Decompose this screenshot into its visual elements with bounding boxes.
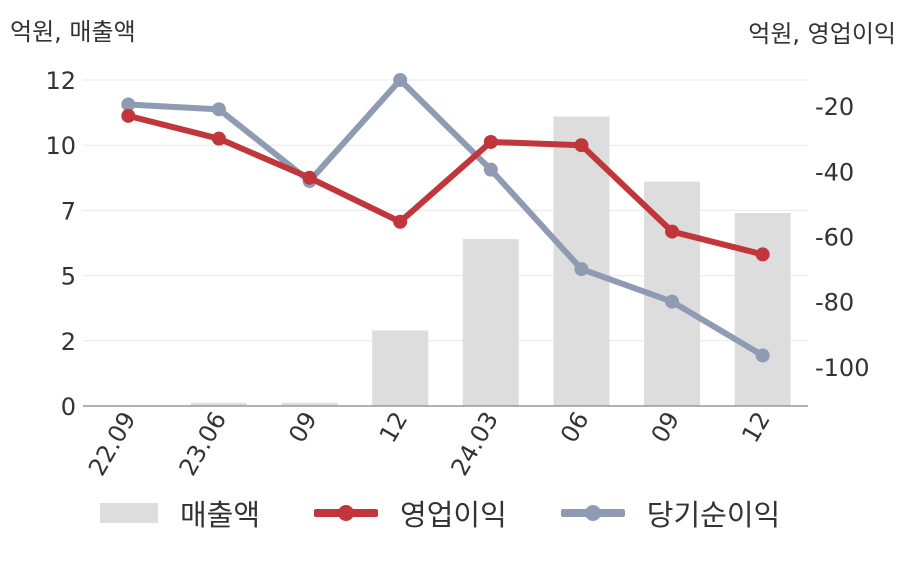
left-tick-label: 7 — [61, 197, 76, 225]
left-tick-label: 5 — [61, 263, 76, 291]
net-profit-point — [574, 262, 589, 277]
x-tick-label: 12 — [374, 407, 414, 447]
net-profit-point — [665, 294, 680, 309]
net-profit-point — [393, 73, 408, 87]
right-axis-ticks: -20 -40 -60 -80 -100 — [815, 93, 869, 382]
x-tick-label: 22.09 — [83, 407, 142, 481]
left-tick-label: 2 — [61, 328, 76, 356]
operating-profit-point — [755, 247, 770, 262]
revenue-bar — [281, 402, 338, 406]
legend-item-net-profit[interactable]: 당기순이익 — [560, 492, 781, 534]
operating-profit-point — [483, 134, 498, 149]
operating-profit-point — [665, 224, 680, 239]
x-tick-label: 12 — [736, 407, 776, 447]
net-profit-point — [211, 102, 226, 117]
left-tick-label: 0 — [61, 393, 76, 421]
legend-item-revenue[interactable]: 매출액 — [100, 492, 260, 534]
x-tick-label: 24.03 — [445, 407, 504, 481]
profit-lines — [121, 73, 770, 363]
right-axis-unit-label: 억원, 영업이익 — [748, 20, 896, 48]
legend: 매출액 영업이익 당기순이익 — [100, 492, 834, 534]
left-axis-unit-label: 억원, 매출액 — [10, 18, 136, 46]
operating-profit-point — [574, 138, 589, 153]
legend-label-net-profit: 당기순이익 — [646, 498, 781, 532]
operating-profit-point — [393, 214, 408, 229]
revenue-bar — [462, 239, 519, 406]
x-axis-ticks: 22.09 23.06 09 12 24.03 06 09 12 — [83, 407, 776, 481]
x-tick-label: 09 — [646, 407, 686, 447]
x-tick-label: 09 — [283, 407, 323, 447]
revenue-bar — [190, 402, 247, 406]
operating-profit-point — [121, 108, 136, 123]
right-tick-label: -80 — [815, 289, 854, 317]
right-tick-label: -20 — [815, 93, 854, 121]
operating-profit-point — [211, 131, 226, 146]
net-profit-point — [121, 97, 136, 112]
x-tick-label: 23.06 — [174, 407, 233, 481]
legend-label-revenue: 매출액 — [180, 498, 261, 532]
legend-label-operating-profit: 영업이익 — [400, 498, 507, 532]
revenue-bar — [734, 213, 791, 406]
operating-profit-line — [125, 112, 766, 258]
revenue-bar — [372, 330, 429, 406]
net-profit-point — [483, 162, 498, 177]
right-tick-label: -60 — [815, 223, 854, 251]
operating-profit-swatch — [314, 505, 379, 521]
revenue-swatch — [100, 503, 158, 523]
right-tick-label: -40 — [815, 158, 854, 186]
legend-item-operating-profit[interactable]: 영업이익 — [314, 492, 507, 534]
net-profit-line — [125, 77, 766, 359]
right-tick-label: -100 — [815, 354, 869, 382]
net-profit-swatch — [560, 505, 625, 521]
left-tick-label: 12 — [45, 67, 76, 95]
operating-profit-point — [302, 170, 317, 185]
net-profit-point — [755, 348, 770, 363]
x-tick-label: 06 — [555, 407, 595, 447]
left-axis-ticks: 0 2 5 7 10 12 — [45, 67, 76, 421]
left-tick-label: 10 — [45, 132, 76, 160]
